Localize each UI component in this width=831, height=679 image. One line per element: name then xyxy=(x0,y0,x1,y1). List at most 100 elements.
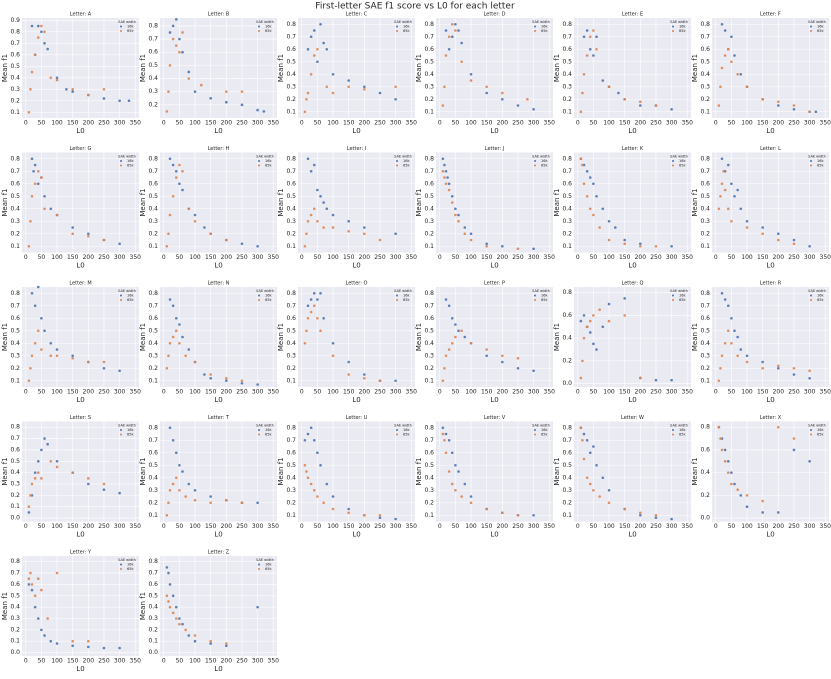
scatter-point xyxy=(240,379,244,383)
scatter-point xyxy=(55,213,59,217)
legend-marker xyxy=(810,299,812,301)
scatter-point xyxy=(457,329,460,333)
scatter-point xyxy=(71,232,74,236)
x-tick-label: 100 xyxy=(465,120,477,127)
legend-label: 65k xyxy=(127,567,134,571)
x-tick-label: 50 xyxy=(452,120,460,127)
y-tick-label: 0.2 xyxy=(10,230,20,237)
y-tick-label: 0.6 xyxy=(700,46,710,53)
y-tick-label: 0.8 xyxy=(424,424,434,431)
scatter-point xyxy=(761,360,764,364)
x-tick-label: 350 xyxy=(682,523,694,530)
scatter-point xyxy=(792,107,796,111)
x-tick-label: 350 xyxy=(268,523,280,530)
scatter-point xyxy=(585,325,589,329)
scatter-point xyxy=(87,639,90,643)
scatter-point xyxy=(303,341,307,345)
legend-label: 65k xyxy=(679,433,686,437)
plot-area xyxy=(160,152,277,253)
scatter-point xyxy=(118,491,121,495)
scatter-point xyxy=(184,628,187,632)
y-tick-label: 0.2 xyxy=(700,230,710,237)
scatter-point xyxy=(670,378,673,382)
y-axis-label: Mean f1 xyxy=(553,457,561,485)
scatter-point xyxy=(312,207,316,211)
scatter-point xyxy=(33,182,37,186)
scatter-point xyxy=(319,22,322,26)
scatter-point xyxy=(808,244,811,248)
x-tick-label: 250 xyxy=(650,120,662,127)
scatter-point xyxy=(184,495,187,498)
x-tick-label: 300 xyxy=(666,120,678,127)
panel-title: Letter: E xyxy=(622,12,643,18)
x-tick-label: 300 xyxy=(390,389,402,396)
y-axis-label: Mean f1 xyxy=(139,457,147,485)
scatter-point xyxy=(585,169,589,173)
scatter-point xyxy=(181,470,184,473)
scatter-point xyxy=(55,571,59,575)
x-axis-label: L0 xyxy=(352,262,360,270)
x-tick-label: 200 xyxy=(773,389,785,396)
y-tick-label: 0.3 xyxy=(562,83,572,90)
x-tick-label: 100 xyxy=(465,389,477,396)
plot-area xyxy=(436,18,553,118)
scatter-point xyxy=(730,219,733,223)
scatter-point xyxy=(501,244,504,248)
x-tick-label: 50 xyxy=(590,523,598,530)
scatter-point xyxy=(322,41,325,45)
y-tick-label: 0.3 xyxy=(148,88,158,95)
x-tick-label: 250 xyxy=(98,120,110,127)
scatter-point xyxy=(745,226,749,229)
y-tick-label: 0.7 xyxy=(700,302,710,309)
x-tick-label: 300 xyxy=(666,389,678,396)
scatter-point xyxy=(181,335,184,339)
scatter-point xyxy=(316,219,319,223)
x-tick-label: 0 xyxy=(162,120,166,127)
scatter-point xyxy=(617,91,620,95)
y-tick-label: 0.8 xyxy=(286,21,296,28)
legend-marker xyxy=(258,30,260,32)
scatter-point xyxy=(331,91,335,95)
scatter-point xyxy=(29,366,32,370)
scatter-point xyxy=(46,617,49,620)
scatter-point xyxy=(814,110,818,114)
y-tick-label: 0.1 xyxy=(700,108,710,115)
legend-label: 16k xyxy=(403,294,410,298)
scatter-point xyxy=(585,438,589,442)
legend-label: 16k xyxy=(541,294,548,298)
scatter-point xyxy=(203,226,206,229)
y-tick-label: 0.5 xyxy=(562,58,572,65)
x-tick-label: 250 xyxy=(512,120,524,127)
x-tick-label: 350 xyxy=(544,254,556,261)
scatter-point xyxy=(33,477,37,480)
x-tick-label: 100 xyxy=(465,254,477,261)
scatter-point xyxy=(639,242,642,246)
scatter-point xyxy=(71,639,74,643)
scatter-point xyxy=(312,291,316,295)
scatter-point xyxy=(331,507,335,511)
x-tick-label: 150 xyxy=(481,254,493,261)
y-tick-label: 0.8 xyxy=(10,424,20,431)
scatter-point xyxy=(181,50,184,54)
panel-title: Letter: M xyxy=(69,281,91,287)
legend-marker xyxy=(258,299,260,301)
y-tick-label: 0.2 xyxy=(286,499,296,506)
scatter-point xyxy=(739,72,743,76)
y-tick-label: 0.2 xyxy=(424,230,434,237)
y-tick-label: 0.1 xyxy=(286,108,296,115)
legend-label: 65k xyxy=(541,164,548,168)
scatter-point xyxy=(516,104,520,107)
x-tick-label: 50 xyxy=(728,523,736,530)
x-tick-label: 200 xyxy=(83,658,95,665)
y-tick-label: 0.7 xyxy=(286,168,296,175)
scatter-point xyxy=(777,425,780,429)
x-axis-label: L0 xyxy=(628,531,636,539)
scatter-point xyxy=(454,488,457,492)
y-tick-label: 0.6 xyxy=(286,46,296,53)
scatter-point xyxy=(485,354,488,358)
scatter-point xyxy=(719,366,722,370)
x-tick-label: 250 xyxy=(512,389,524,396)
scatter-point xyxy=(87,234,90,238)
y-tick-label: 0.4 xyxy=(700,205,710,212)
scatter-point xyxy=(394,97,397,101)
